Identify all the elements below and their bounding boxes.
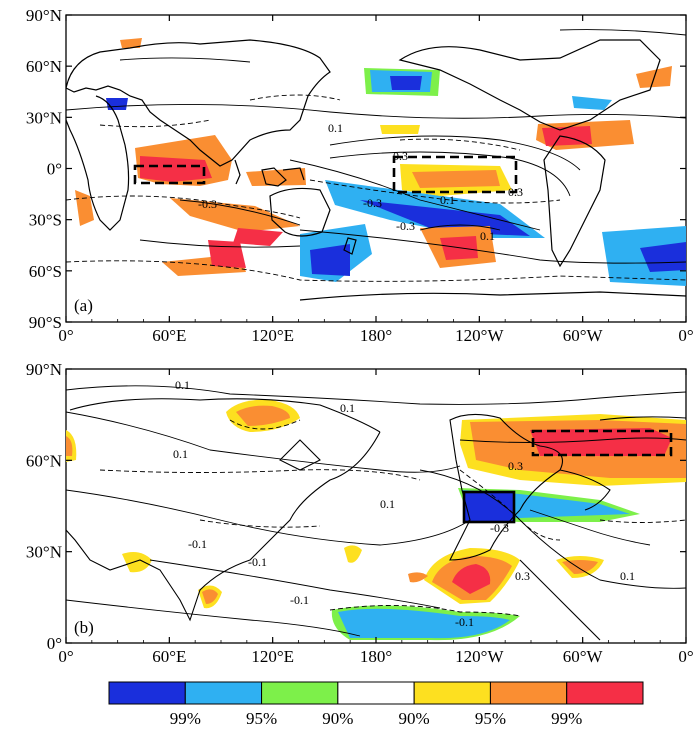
panel-b-contour-label: -0.1 xyxy=(248,555,267,569)
colorbar-label: 95% xyxy=(246,709,277,728)
panel-b-label: (b) xyxy=(74,618,94,637)
panel-a-boxes xyxy=(133,155,518,194)
panel-b-contour-label: 0.3 xyxy=(508,459,523,473)
panel-b-x-tick-label: 120°E xyxy=(251,647,294,666)
panel-b: 0.1 0.1 -0.1 0.1 0.1 0.3 -0.3 0.3 -0.1 0… xyxy=(26,360,694,666)
panel-a-coastlines xyxy=(66,39,686,301)
panel-a-y-tick-label: 0° xyxy=(47,160,62,179)
panel-b-x-tick-label: 0° xyxy=(58,647,73,666)
panel-a-shading xyxy=(75,38,686,286)
colorbar-segment xyxy=(337,681,415,705)
panel-a-y-tick-label: 90°S xyxy=(29,313,62,332)
panel-b-x-tick-label: 0° xyxy=(678,647,693,666)
panel-a-contour-label: 0.1 xyxy=(440,193,455,207)
panel-a-y-tick-label: 60°N xyxy=(26,57,62,76)
panel-a-contour-label: -0.3 xyxy=(363,196,382,210)
colorbar: 99% 95% 90% 90% 95% 99% xyxy=(108,681,644,728)
colorbar-segment xyxy=(489,681,568,705)
panel-a-y-tick-label: 60°S xyxy=(29,262,62,281)
colorbar-segment xyxy=(413,681,491,705)
colorbar-label: 99% xyxy=(170,709,201,728)
panel-b-x-ticks: 0° 60°E 120°E 180° 120°W 60°W 0° xyxy=(58,369,694,666)
panel-b-contour-label: -0.1 xyxy=(290,593,309,607)
panel-a: 0.1 -0.3 -0.3 0.3 0.1 0.3 -0.3 0.1 (a) 0… xyxy=(26,6,694,345)
colorbar-segment xyxy=(261,681,339,705)
panel-a-y-tick-label: 30°S xyxy=(29,211,62,230)
panel-b-contour-label: -0.1 xyxy=(188,537,207,551)
panel-a-box-pacific xyxy=(392,155,518,194)
panel-a-contour-label: 0.3 xyxy=(393,149,408,163)
colorbar-label: 90% xyxy=(399,709,430,728)
panel-a-y-tick-label: 30°N xyxy=(26,108,62,127)
panel-b-y-tick-label: 60°N xyxy=(26,451,62,470)
panel-a-y-ticks: 90°N 60°N 30°N 0° 30°S 60°S 90°S xyxy=(26,6,686,332)
colorbar-label: 90% xyxy=(322,709,353,728)
panel-b-contour-label: 0.1 xyxy=(620,569,635,583)
panel-a-x-tick-label: 120°W xyxy=(455,326,504,345)
panel-a-contour-label: 0.1 xyxy=(480,229,495,243)
panel-b-x-tick-label: 120°W xyxy=(455,647,504,666)
panel-b-y-tick-label: 30°N xyxy=(26,543,62,562)
panel-a-x-tick-label: 0° xyxy=(58,326,73,345)
colorbar-segment xyxy=(108,681,186,705)
panel-a-contour-label: 0.1 xyxy=(328,121,343,135)
panel-b-y-tick-label: 90°N xyxy=(26,360,62,379)
panel-b-y-tick-label: 0° xyxy=(47,634,62,653)
panel-a-contours xyxy=(66,29,686,264)
panel-a-x-tick-label: 120°E xyxy=(251,326,294,345)
panel-b-x-tick-label: 60°W xyxy=(563,647,604,666)
panel-a-x-tick-label: 180° xyxy=(360,326,392,345)
panel-a-contour-label: -0.3 xyxy=(396,219,415,233)
panel-b-x-tick-label: 180° xyxy=(360,647,392,666)
panel-a-contour-labels: 0.1 -0.3 -0.3 0.3 0.1 0.3 -0.3 0.1 xyxy=(198,121,523,243)
colorbar-segment xyxy=(566,681,644,705)
colorbar-label: 99% xyxy=(551,709,582,728)
panel-b-contour-label: 0.3 xyxy=(515,569,530,583)
panel-b-contour-label: 0.1 xyxy=(173,447,188,461)
panel-b-x-tick-label: 60°E xyxy=(152,647,186,666)
panel-b-shading xyxy=(66,399,686,641)
panel-b-contour-label: -0.1 xyxy=(455,615,474,629)
panel-a-box-indian-ocean xyxy=(133,164,206,185)
panel-b-contour-label: -0.3 xyxy=(490,521,509,535)
panel-a-x-tick-label: 60°W xyxy=(563,326,604,345)
panel-a-x-tick-label: 60°E xyxy=(152,326,186,345)
panel-a-label: (a) xyxy=(74,296,93,315)
panel-a-contour-label: -0.3 xyxy=(198,197,217,211)
panel-b-contour-label: 0.1 xyxy=(340,401,355,415)
panel-a-y-tick-label: 90°N xyxy=(26,6,62,25)
panel-b-contours-dashed xyxy=(99,419,686,617)
panel-b-contour-label: 0.1 xyxy=(380,497,395,511)
panel-a-contour-label: 0.3 xyxy=(508,185,523,199)
panel-b-y-ticks: 90°N 60°N 30°N 0° xyxy=(26,360,686,653)
panel-a-contours-dashed xyxy=(66,94,686,282)
colorbar-label: 95% xyxy=(475,709,506,728)
panel-b-boxes xyxy=(462,429,673,524)
panel-b-box-north-pacific xyxy=(462,490,516,524)
panel-a-x-tick-label: 0° xyxy=(678,326,693,345)
panel-b-contour-labels: 0.1 0.1 -0.1 0.1 0.1 0.3 -0.3 0.3 -0.1 0… xyxy=(173,378,635,629)
panel-b-contours xyxy=(66,385,686,637)
panel-b-contour-label: 0.1 xyxy=(175,378,190,392)
colorbar-segment xyxy=(184,681,263,705)
panel-b-box-north-atlantic xyxy=(531,429,673,457)
